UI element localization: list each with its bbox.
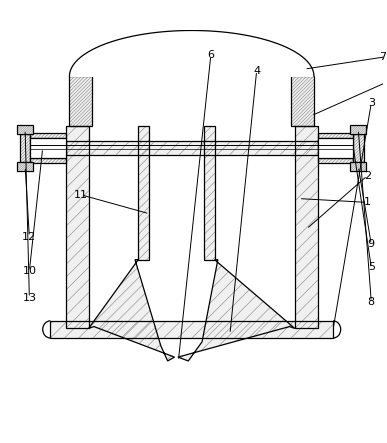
Polygon shape [69, 76, 92, 126]
Text: 5: 5 [368, 262, 375, 272]
Polygon shape [17, 162, 33, 171]
Text: 9: 9 [368, 239, 375, 249]
Text: 11: 11 [74, 190, 88, 200]
Polygon shape [20, 134, 31, 162]
Polygon shape [204, 126, 215, 260]
Polygon shape [178, 260, 295, 361]
Text: 8: 8 [368, 297, 375, 307]
Polygon shape [66, 126, 89, 328]
Text: 3: 3 [368, 98, 375, 108]
Polygon shape [353, 134, 364, 162]
Text: 10: 10 [22, 266, 36, 276]
Polygon shape [350, 125, 366, 134]
Polygon shape [295, 126, 318, 328]
Text: 12: 12 [22, 232, 36, 242]
Text: 1: 1 [364, 198, 371, 207]
Polygon shape [291, 76, 314, 126]
Polygon shape [318, 158, 353, 163]
Polygon shape [66, 141, 318, 155]
Text: 13: 13 [22, 293, 36, 303]
Polygon shape [31, 158, 66, 163]
Polygon shape [350, 162, 366, 171]
Polygon shape [31, 133, 66, 138]
Polygon shape [89, 260, 175, 361]
Polygon shape [69, 31, 314, 76]
Polygon shape [138, 126, 149, 260]
Text: 2: 2 [364, 171, 371, 181]
Polygon shape [318, 133, 353, 138]
Bar [31, 138, 66, 158]
Polygon shape [17, 125, 33, 134]
Polygon shape [50, 321, 333, 338]
Text: 4: 4 [253, 66, 260, 76]
Text: 6: 6 [207, 51, 214, 60]
Bar [318, 138, 353, 158]
Text: 7: 7 [379, 52, 386, 62]
